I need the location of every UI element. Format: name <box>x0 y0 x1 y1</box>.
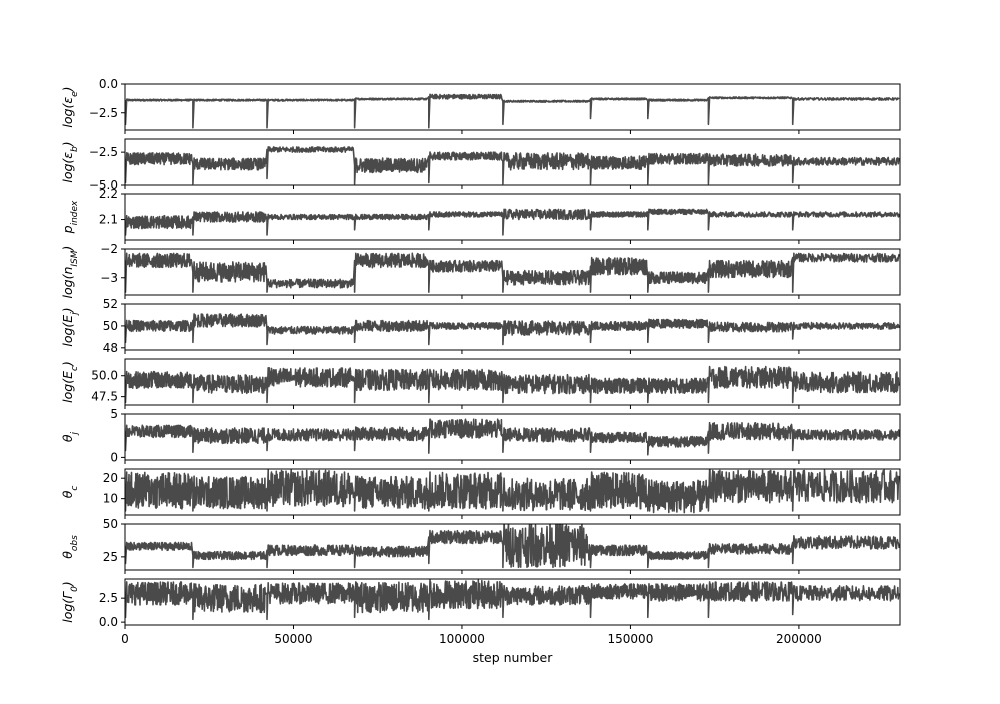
xtick-label: 200000 <box>776 632 822 646</box>
ylabel-log_E_c: log(Ec) <box>60 361 80 403</box>
ytick-label: −5.0 <box>89 178 118 192</box>
ylabel-p_index: pindex <box>60 200 80 234</box>
x-axis-label: step number <box>473 650 554 665</box>
ylabel-log_n_ism: log(nISM) <box>60 246 80 299</box>
ytick-label: 50 <box>103 517 118 531</box>
trace-line-log_eps_b <box>125 146 900 185</box>
ytick-label: 48 <box>103 341 118 355</box>
panel-log_eps_e: 0.0 −2.5 log(εe) <box>60 77 901 134</box>
ytick-label: 10 <box>103 492 118 506</box>
ytick-label: 25 <box>103 550 118 564</box>
trace-line-log_E_c <box>125 365 900 404</box>
trace-line-log_Gamma_0 <box>125 579 900 621</box>
axes-frame-theta_obs <box>124 523 901 571</box>
ylabel-theta_j: θj <box>60 431 80 442</box>
ylabel-log_E_j: log(Ej) <box>60 307 80 346</box>
ylabel-theta_c: θc <box>60 486 80 499</box>
trace-line-log_n_ism <box>125 252 900 293</box>
ytick-label: 0.0 <box>99 615 118 629</box>
ytick-label: −2.5 <box>89 145 118 159</box>
ylabel-log_Gamma_0: log(Γ0) <box>60 581 80 623</box>
xtick-label: 0 <box>121 632 129 646</box>
panel-log_E_j: 52 50 48 log(Ej) <box>60 297 901 355</box>
axes-frame-p_index <box>124 193 901 241</box>
panel-log_eps_b: −2.5 −5.0 log(εb) <box>60 138 901 192</box>
axes-frame-log_E_j <box>124 303 901 351</box>
ytick-label: 2.5 <box>99 591 118 605</box>
trace-line-log_eps_e <box>125 93 900 129</box>
trace-line-p_index <box>125 208 900 236</box>
axes-frame-theta_c <box>124 468 901 516</box>
xtick-label: 100000 <box>439 632 485 646</box>
ytick-label: 0.0 <box>99 77 118 91</box>
ytick-label: −2 <box>100 242 118 256</box>
axes-frame-log_Gamma_0 <box>124 578 901 626</box>
axes-frame-theta_j <box>124 413 901 461</box>
ytick-label: 20 <box>103 471 118 485</box>
ytick-label: −3 <box>100 271 118 285</box>
panel-log_Gamma_0: 2.5 0.0 log(Γ0) <box>60 578 901 629</box>
axes-frame-log_n_ism <box>124 248 901 296</box>
panel-theta_c: 20 10 θc <box>60 468 901 519</box>
panel-theta_obs: 50 25 θobs <box>60 517 901 574</box>
ylabel-log_eps_b: log(εb) <box>60 141 80 182</box>
trace-line-theta_j <box>125 418 900 456</box>
ytick-label: 50 <box>103 319 118 333</box>
ytick-label: 2.2 <box>99 187 118 201</box>
panel-theta_j: 5 0 θj <box>60 407 901 464</box>
ytick-label: 5 <box>110 407 118 421</box>
ytick-label: 47.5 <box>91 390 118 404</box>
axes-frame-log_E_c <box>124 358 901 406</box>
ytick-label: −2.5 <box>89 106 118 120</box>
xtick-label: 50000 <box>274 632 312 646</box>
ytick-label: 52 <box>103 297 118 311</box>
axes-frame-log_eps_b <box>124 138 901 186</box>
panel-log_n_ism: −2 −3 log(nISM) <box>60 242 901 299</box>
panel-p_index: 2.2 2.1 pindex <box>60 187 901 244</box>
xtick-label: 150000 <box>608 632 654 646</box>
ytick-label: 50.0 <box>91 369 118 383</box>
ylabel-theta_obs: θobs <box>60 535 80 559</box>
trace-line-theta_c <box>125 469 900 514</box>
ytick-label: 2.1 <box>99 213 118 227</box>
axes-frame-log_eps_e <box>124 83 901 131</box>
trace-line-log_E_j <box>125 313 900 346</box>
panel-log_E_c: 50.0 47.5 log(Ec) <box>60 358 901 409</box>
ytick-label: 0 <box>110 450 118 464</box>
trace-line-theta_obs <box>125 524 900 569</box>
ylabel-log_eps_e: log(εe) <box>60 86 80 127</box>
